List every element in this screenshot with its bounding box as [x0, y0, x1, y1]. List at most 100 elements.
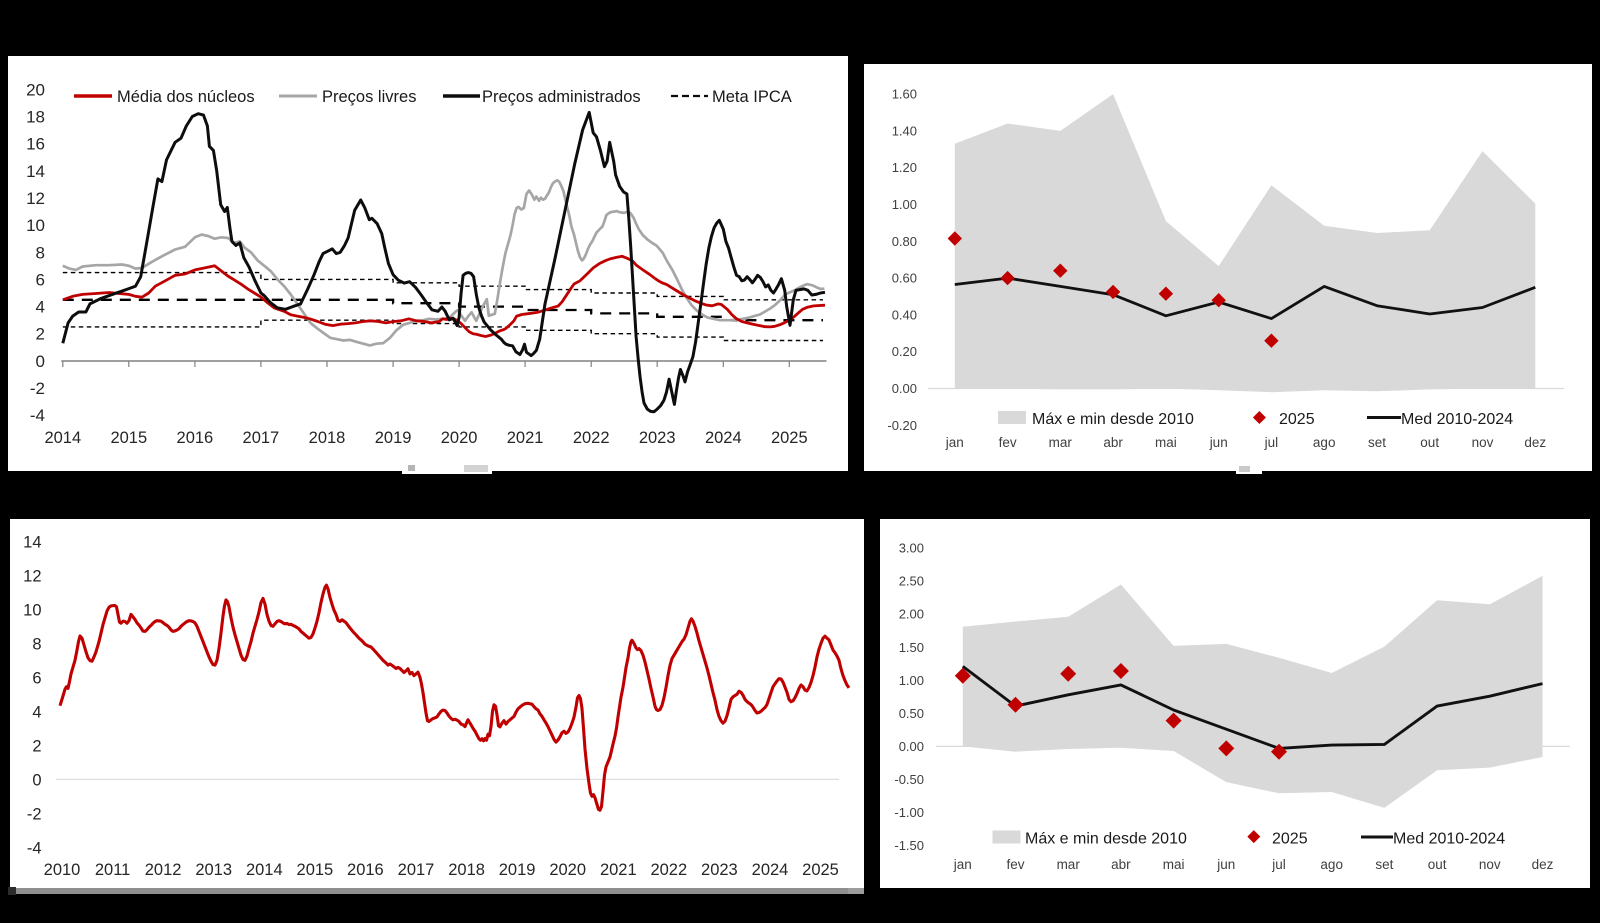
svg-text:2025: 2025 — [1279, 411, 1315, 428]
svg-text:2014: 2014 — [44, 429, 81, 447]
svg-text:4: 4 — [32, 703, 41, 721]
svg-text:2011: 2011 — [95, 861, 130, 879]
svg-text:-0.50: -0.50 — [894, 772, 924, 787]
svg-text:8: 8 — [36, 243, 45, 262]
svg-text:1.00: 1.00 — [899, 673, 924, 688]
svg-text:jan: jan — [945, 435, 964, 450]
svg-text:-4: -4 — [27, 839, 42, 857]
svg-text:jul: jul — [1264, 435, 1279, 450]
svg-text:mar: mar — [1057, 857, 1081, 872]
svg-text:0: 0 — [36, 352, 45, 371]
svg-text:2016: 2016 — [177, 429, 214, 447]
svg-text:mar: mar — [1049, 435, 1073, 450]
svg-text:2012: 2012 — [145, 861, 182, 879]
svg-text:10: 10 — [23, 601, 41, 619]
svg-text:0.20: 0.20 — [892, 344, 917, 359]
svg-text:2024: 2024 — [705, 429, 742, 447]
svg-text:-4: -4 — [30, 406, 45, 425]
svg-text:3.00: 3.00 — [899, 541, 924, 556]
svg-text:jul: jul — [1271, 857, 1286, 872]
svg-text:2019: 2019 — [499, 861, 536, 879]
svg-text:Máx e min desde 2010: Máx e min desde 2010 — [1032, 411, 1194, 428]
svg-text:2018: 2018 — [309, 429, 346, 447]
svg-text:2013: 2013 — [195, 861, 232, 879]
svg-text:Preços administrados: Preços administrados — [482, 88, 641, 106]
svg-text:12: 12 — [26, 189, 45, 208]
svg-text:14: 14 — [26, 162, 45, 181]
svg-text:2022: 2022 — [573, 429, 610, 447]
svg-text:0.00: 0.00 — [899, 739, 924, 754]
svg-text:14: 14 — [23, 533, 41, 551]
svg-text:jun: jun — [1209, 435, 1228, 450]
svg-text:18: 18 — [26, 108, 45, 127]
svg-text:-1.50: -1.50 — [894, 838, 924, 853]
svg-text:1.40: 1.40 — [892, 123, 917, 138]
svg-text:2016: 2016 — [347, 861, 384, 879]
svg-text:0.80: 0.80 — [892, 234, 917, 249]
svg-text:2019: 2019 — [375, 429, 412, 447]
svg-text:0.00: 0.00 — [892, 381, 917, 396]
svg-text:mai: mai — [1163, 857, 1185, 872]
svg-text:jan: jan — [953, 857, 972, 872]
svg-text:2.00: 2.00 — [899, 607, 924, 622]
svg-text:2014: 2014 — [246, 861, 283, 879]
svg-text:ago: ago — [1313, 435, 1336, 450]
svg-text:2: 2 — [36, 325, 45, 344]
svg-text:2020: 2020 — [549, 861, 586, 879]
svg-text:2024: 2024 — [752, 861, 789, 879]
svg-text:0.40: 0.40 — [892, 307, 917, 322]
svg-text:2017: 2017 — [243, 429, 280, 447]
svg-text:abr: abr — [1111, 857, 1131, 872]
svg-text:Preços livres: Preços livres — [322, 88, 416, 106]
svg-text:Máx e min desde 2010: Máx e min desde 2010 — [1025, 831, 1187, 848]
svg-text:dez: dez — [1524, 435, 1546, 450]
svg-text:Med 2010-2024: Med 2010-2024 — [1401, 411, 1513, 428]
svg-text:1.50: 1.50 — [899, 640, 924, 655]
svg-text:2023: 2023 — [701, 861, 738, 879]
svg-text:-0.20: -0.20 — [887, 418, 917, 433]
svg-text:fev: fev — [1006, 857, 1024, 872]
svg-text:20: 20 — [26, 80, 45, 99]
svg-text:12: 12 — [23, 567, 41, 585]
svg-text:nov: nov — [1472, 435, 1494, 450]
svg-text:2020: 2020 — [441, 429, 478, 447]
svg-text:6: 6 — [32, 669, 41, 687]
svg-text:2023: 2023 — [639, 429, 676, 447]
svg-text:8: 8 — [32, 635, 41, 653]
svg-text:-2: -2 — [27, 805, 42, 823]
svg-text:4: 4 — [36, 298, 45, 317]
svg-text:2025: 2025 — [771, 429, 808, 447]
svg-text:Meta IPCA: Meta IPCA — [712, 88, 792, 106]
svg-text:fev: fev — [999, 435, 1017, 450]
svg-text:1.60: 1.60 — [892, 87, 917, 102]
svg-text:-1.00: -1.00 — [894, 805, 924, 820]
svg-text:0: 0 — [32, 771, 41, 789]
svg-text:10: 10 — [26, 216, 45, 235]
svg-text:jun: jun — [1216, 857, 1235, 872]
svg-text:2015: 2015 — [297, 861, 334, 879]
svg-text:2025: 2025 — [1272, 831, 1308, 848]
svg-text:dez: dez — [1532, 857, 1554, 872]
svg-text:set: set — [1368, 435, 1386, 450]
svg-text:ago: ago — [1320, 857, 1343, 872]
svg-text:abr: abr — [1103, 435, 1123, 450]
svg-text:0.60: 0.60 — [892, 271, 917, 286]
svg-text:2022: 2022 — [650, 861, 687, 879]
svg-text:16: 16 — [26, 135, 45, 154]
svg-text:out: out — [1428, 857, 1447, 872]
svg-text:2025: 2025 — [802, 861, 839, 879]
svg-text:1.00: 1.00 — [892, 197, 917, 212]
svg-text:2010: 2010 — [44, 861, 81, 879]
svg-text:2015: 2015 — [110, 429, 147, 447]
svg-text:1.20: 1.20 — [892, 160, 917, 175]
svg-text:set: set — [1375, 857, 1393, 872]
svg-text:2017: 2017 — [398, 861, 435, 879]
svg-text:-2: -2 — [30, 379, 45, 398]
svg-text:2: 2 — [32, 737, 41, 755]
svg-text:out: out — [1420, 435, 1439, 450]
svg-text:2021: 2021 — [600, 861, 637, 879]
svg-text:nov: nov — [1479, 857, 1501, 872]
svg-text:2021: 2021 — [507, 429, 544, 447]
svg-text:2.50: 2.50 — [899, 574, 924, 589]
svg-text:Med 2010-2024: Med 2010-2024 — [1393, 831, 1505, 848]
